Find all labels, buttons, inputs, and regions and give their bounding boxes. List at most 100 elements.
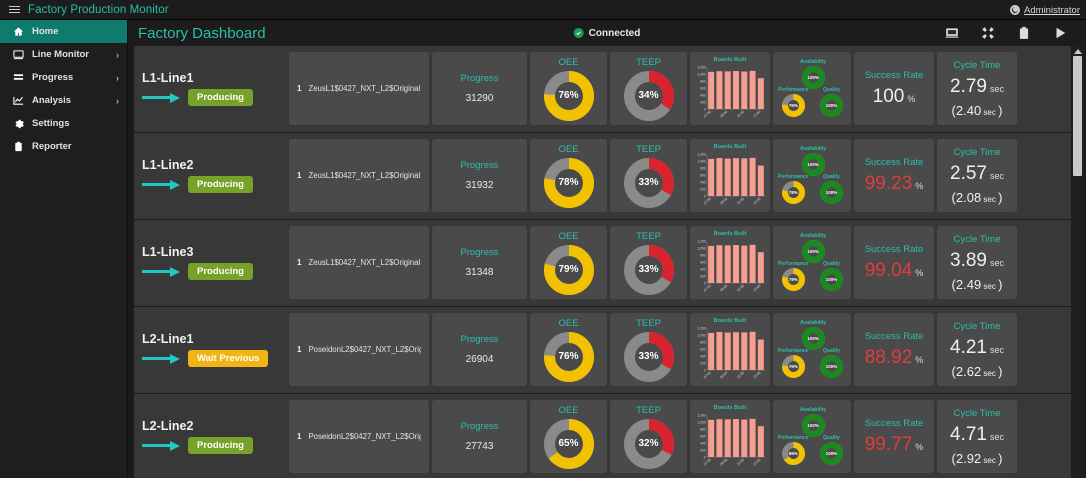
oee-label: OEE: [558, 317, 579, 329]
teep-card: TEEP 33%: [610, 139, 687, 213]
quality-label: Quality: [823, 348, 840, 355]
clipboard-icon[interactable]: [1016, 25, 1032, 41]
oee-value: 79%: [558, 264, 579, 276]
cycle-time-value: 2.57: [950, 162, 987, 184]
success-rate-value-line: 99.04 %: [865, 260, 924, 282]
status-badge[interactable]: Producing: [188, 437, 253, 455]
success-rate-card: Success Rate 99.77 %: [854, 400, 934, 474]
quality-value: 100%: [825, 451, 838, 457]
success-rate-label: Success Rate: [864, 330, 924, 342]
line-identity: L2-Line1 Wait Previous: [134, 307, 289, 393]
svg-text:13:00: 13:00: [753, 371, 762, 380]
sidebar-item-progress[interactable]: Progress ›: [0, 66, 127, 89]
sidebar-item-label: Settings: [32, 118, 70, 129]
work-order-card[interactable]: 1 ZeusL1$0427_NXT_L2$Original setu...: [289, 52, 429, 126]
oee-card: OEE 78%: [530, 139, 607, 213]
work-order-card[interactable]: 1 ZeusL1$0427_NXT_L2$Original setu...: [289, 226, 429, 300]
oee-factors-card: Availability 100% Performance 76% Qualit…: [773, 313, 851, 387]
work-order-card[interactable]: 1 PoseidonL2$0427_NXT_L2$Original...: [289, 313, 429, 387]
account-area[interactable]: Administrator: [1010, 0, 1080, 20]
availability-value: 100%: [807, 336, 819, 342]
teep-value: 34%: [638, 90, 659, 102]
svg-text:09:00: 09:00: [719, 110, 728, 119]
account-name[interactable]: Administrator: [1024, 4, 1080, 16]
chart-icon: [12, 95, 25, 106]
svg-text:13:00: 13:00: [753, 284, 762, 293]
vertical-scrollbar[interactable]: [1071, 46, 1084, 478]
cycle-time-label: Cycle Time: [953, 146, 1001, 158]
performance-value: 78%: [788, 190, 798, 196]
cycle-time-label: Cycle Time: [953, 407, 1001, 419]
sidebar-item-settings[interactable]: Settings: [0, 112, 127, 135]
cycle-time-target: (2.08 sec ): [951, 189, 1003, 205]
quality-label: Quality: [823, 435, 840, 442]
header-toolbar: [944, 25, 1068, 41]
line-row[interactable]: L1-Line2 Producing 1 ZeusL1$0427_NXT_L2$…: [134, 133, 1072, 219]
availability-value: 100%: [807, 423, 819, 429]
success-rate-card: Success Rate 88.92 %: [854, 313, 934, 387]
hamburger-icon[interactable]: [4, 0, 24, 20]
work-order-card[interactable]: 1 ZeusL1$0427_NXT_L2$Original setu...: [289, 139, 429, 213]
work-order-card[interactable]: 1 PoseidonL2$0427_NXT_L2$Original...: [289, 400, 429, 474]
availability-value: 100%: [807, 249, 819, 255]
svg-text:0: 0: [704, 282, 706, 286]
oee-donut: 76%: [543, 70, 594, 121]
svg-text:1,000: 1,000: [698, 73, 706, 77]
availability-label: Availability: [800, 146, 827, 153]
scrollbar-thumb[interactable]: [1073, 56, 1082, 176]
oee-value: 65%: [558, 438, 579, 450]
list-icon: [12, 72, 25, 83]
work-order-index: 1: [297, 171, 302, 181]
svg-text:1,200: 1,200: [698, 414, 706, 418]
svg-text:600: 600: [700, 435, 706, 439]
sidebar: Home Line Monitor › Progress › Analysis …: [0, 20, 128, 478]
teep-label: TEEP: [636, 317, 661, 329]
cycle-time-card: Cycle Time 3.89 sec (2.49 sec ): [937, 226, 1017, 300]
svg-text:200: 200: [700, 188, 706, 192]
quality-donut: 100%: [820, 355, 843, 379]
oee-factors-card: Availability 100% Performance 78% Qualit…: [773, 139, 851, 213]
success-rate-unit: %: [915, 180, 924, 191]
performance-value: 76%: [788, 364, 798, 370]
svg-text:400: 400: [700, 181, 706, 185]
line-row[interactable]: L1-Line3 Producing 1 ZeusL1$0427_NXT_L2$…: [134, 220, 1072, 306]
line-row[interactable]: L2-Line2 Producing 1 PoseidonL2$0427_NXT…: [134, 394, 1072, 478]
teep-card: TEEP 32%: [610, 400, 687, 474]
success-rate-value: 88.92: [864, 346, 913, 368]
status-badge[interactable]: Producing: [188, 176, 253, 194]
scroll-up-arrow-icon[interactable]: [1071, 46, 1084, 56]
success-rate-label: Success Rate: [864, 417, 924, 429]
play-icon[interactable]: [1052, 25, 1068, 41]
boards-built-chart: 0 200 400 600 800 1,000 1,200 07:00 09:00 11:00 13…: [694, 64, 766, 122]
teep-value: 33%: [638, 264, 659, 276]
quality-donut: 100%: [820, 94, 843, 118]
status-badge[interactable]: Wait Previous: [188, 350, 269, 368]
performance-label: Performance: [778, 348, 809, 355]
status-badge[interactable]: Producing: [188, 89, 253, 107]
line-identity: L1-Line2 Producing: [134, 133, 289, 219]
wrench-icon[interactable]: [980, 25, 996, 41]
availability-donut: 100%: [801, 153, 825, 177]
availability-donut: 100%: [801, 327, 825, 351]
performance-donut: 76%: [781, 355, 805, 379]
svg-text:0: 0: [704, 195, 706, 199]
connection-status: Connected: [573, 28, 640, 39]
line-row[interactable]: L2-Line1 Wait Previous 1 PoseidonL2$0427…: [134, 307, 1072, 393]
boards-built-label: Boards Built: [713, 231, 747, 238]
svg-text:1,200: 1,200: [698, 66, 706, 70]
sidebar-item-label: Reporter: [32, 141, 72, 152]
line-row[interactable]: L1-Line1 Producing 1 ZeusL1$0427_NXT_L2$…: [134, 46, 1072, 132]
sidebar-item-analysis[interactable]: Analysis ›: [0, 89, 127, 112]
sidebar-item-reporter[interactable]: Reporter: [0, 135, 127, 158]
svg-text:11:00: 11:00: [736, 284, 745, 293]
sidebar-item-home[interactable]: Home: [0, 20, 127, 43]
sidebar-item-line-monitor[interactable]: Line Monitor ›: [0, 43, 127, 66]
progress-value: 31932: [465, 180, 494, 192]
screen-icon[interactable]: [944, 25, 960, 41]
svg-text:07:00: 07:00: [703, 284, 712, 293]
line-state: Producing: [142, 89, 289, 107]
cycle-time-unit: sec: [989, 344, 1004, 355]
status-badge[interactable]: Producing: [188, 263, 253, 281]
cycle-time-target-line: (2.49 sec ): [952, 277, 1003, 292]
flow-arrow-icon: [142, 440, 180, 451]
